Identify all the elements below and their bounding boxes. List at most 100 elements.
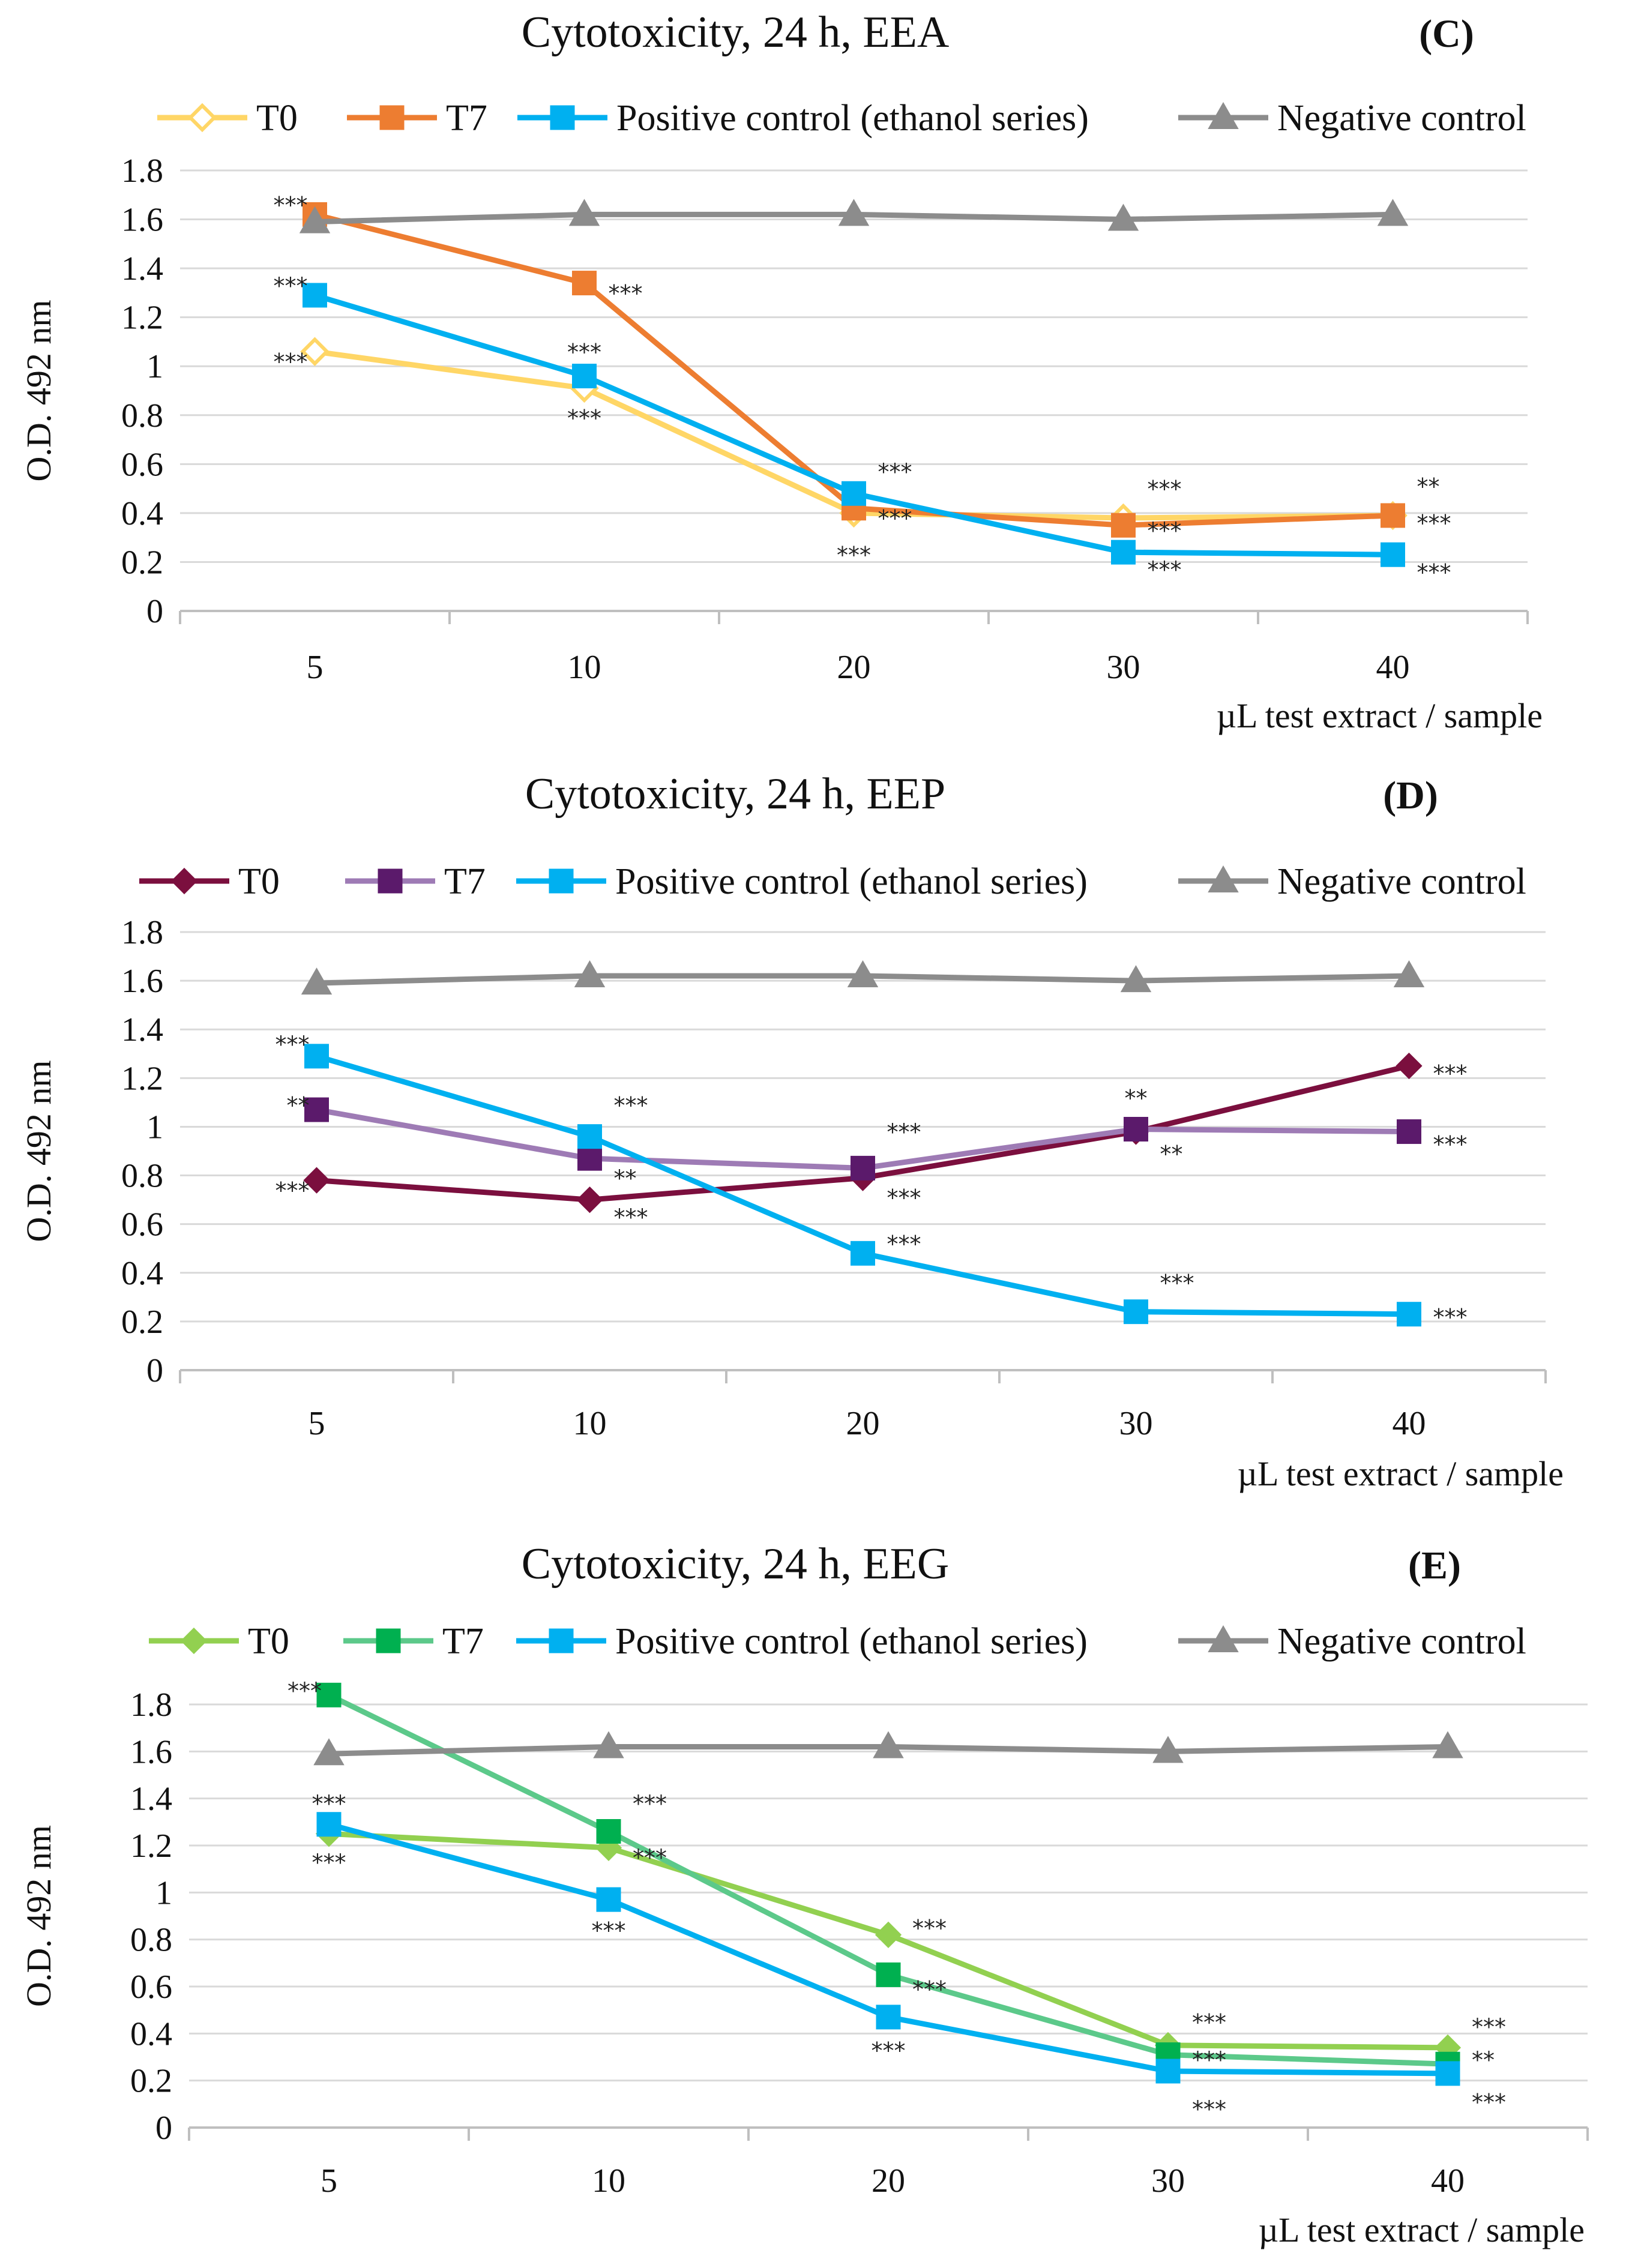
data-point [574,960,606,987]
data-point [1124,1117,1148,1142]
legend-marker [170,867,198,895]
significance-mark: *** [1472,2014,1506,2041]
y-tick-label: 0 [146,593,163,630]
significance-mark: *** [1192,2009,1226,2036]
y-tick-label: 0.2 [121,544,163,581]
significance-mark: *** [1433,1304,1468,1331]
legend-label: Negative control [1277,861,1526,902]
data-point [1381,503,1405,528]
legend-label: Positive control (ethanol series) [615,1621,1088,1662]
significance-mark: *** [567,405,601,432]
y-tick-label: 1.8 [121,914,163,951]
data-point [313,1738,345,1766]
x-axis-label: µL test extract / sample [1259,2210,1585,2249]
significance-mark: *** [274,273,308,299]
series-negative-control [299,199,1409,233]
x-tick-label: 10 [592,2162,625,2200]
data-point [842,481,866,506]
y-tick-label: 1.8 [121,152,163,190]
significance-mark: *** [633,1845,667,1871]
y-tick-label: 0.8 [121,1158,163,1195]
significance-mark: *** [1433,1060,1468,1087]
series-positive-control-ethanol-series [316,1812,1460,2086]
significance-mark: *** [1160,1270,1194,1296]
significance-mark: *** [1417,510,1451,537]
significance-mark: *** [912,1915,947,1942]
legend-marker [1208,101,1239,129]
x-axis-label: µL test extract / sample [1217,696,1543,735]
x-tick-label: 20 [872,2162,905,2200]
y-tick-label: 1.4 [130,1781,172,1818]
x-tick-label: 30 [1119,1405,1153,1442]
data-point [851,1155,875,1181]
data-point [1435,2061,1460,2086]
significance-mark: ** [1417,474,1440,500]
significance-mark: *** [1148,557,1182,583]
data-point [303,283,327,308]
data-point [1107,203,1139,231]
legend-item: T0 [157,98,298,139]
legend-item: Positive control (ethanol series) [517,98,1089,139]
legend-marker [549,868,574,894]
significance-mark: *** [912,1976,947,2003]
legend-label: T0 [256,98,298,139]
y-tick-label: 0.2 [130,2063,172,2100]
significance-mark: *** [609,280,643,307]
data-point [873,1731,904,1758]
data-point [1393,960,1425,987]
y-tick-label: 1 [155,1874,172,1912]
data-point [1124,1299,1148,1325]
data-point [1381,542,1405,567]
data-point [1111,540,1136,565]
significance-mark: *** [312,1791,346,1817]
legend-item: Negative control [1178,861,1526,902]
data-point [1397,1119,1421,1145]
x-tick-label: 40 [1376,649,1410,686]
legend-item: T7 [343,1621,484,1662]
significance-mark: *** [312,1849,346,1875]
significance-mark: ** [1125,1085,1148,1111]
legend-label: T7 [444,861,486,902]
x-tick-label: 20 [837,649,871,686]
y-tick-label: 0.8 [121,397,163,435]
series-positive-control-ethanol-series [303,283,1405,567]
x-tick-label: 40 [1431,2162,1465,2200]
significance-mark: *** [887,1231,921,1257]
data-point [304,1097,329,1122]
panel-label: (D) [1383,774,1438,817]
data-point [876,1962,901,1987]
chart-panel-c: Cytotoxicity, 24 h, EEA (C) 0 0.2 0.4 0.6 0.8 1… [19,8,1543,735]
legend-marker [379,105,405,130]
significance-mark: *** [837,542,871,568]
chart-title: Cytotoxicity, 24 h, EEA [522,8,950,57]
significance-mark: *** [1192,2096,1226,2123]
legend-item: T0 [149,1621,289,1662]
data-point [316,1812,342,1837]
significance-mark: *** [614,1092,648,1119]
significance-mark: *** [288,1678,322,1704]
y-tick-label: 0.6 [121,446,163,483]
x-tick-label: 5 [309,1405,325,1442]
significance-mark: *** [592,1918,626,1944]
panel-label: (E) [1408,1544,1461,1587]
significance-mark: *** [274,192,308,218]
legend-item: T7 [347,98,487,139]
legend-label: T0 [248,1621,289,1662]
y-tick-label: 1.4 [121,250,163,287]
series-negative-control [301,960,1425,995]
legend-marker [378,868,403,894]
y-tick-label: 0.4 [121,1255,163,1292]
legend-item: Negative control [1178,1621,1526,1662]
data-point [577,1124,602,1149]
y-tick-label: 1.2 [121,299,163,337]
data-point [875,1921,902,1948]
y-tick-label: 0.4 [130,2015,172,2053]
chart-panel-d: Cytotoxicity, 24 h, EEP (D) 0 0.2 0.4 0.6 0.8 1… [19,769,1564,1493]
significance-mark: *** [567,339,601,365]
significance-mark: ** [1472,2047,1495,2073]
data-point [1396,1052,1423,1080]
data-point [1397,1302,1421,1327]
data-point [1152,1736,1184,1763]
data-point [1155,2059,1181,2084]
y-tick-label: 1.2 [130,1827,172,1865]
